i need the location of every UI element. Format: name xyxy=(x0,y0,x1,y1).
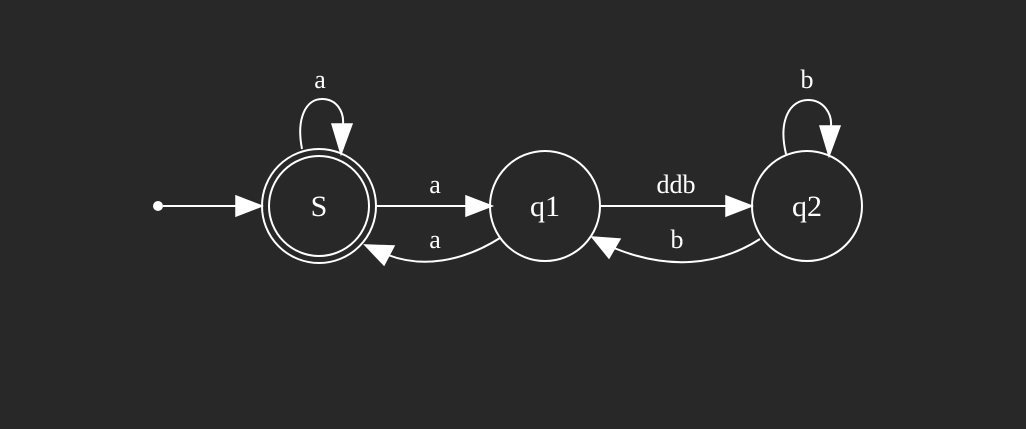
transition-s-loop: a xyxy=(299,65,354,157)
transition-q2-q1-line xyxy=(613,238,761,264)
transition-q1-s-line xyxy=(387,237,501,263)
state-s: S xyxy=(261,148,377,264)
state-s-label: S xyxy=(311,190,328,223)
transition-q2-q1: b xyxy=(590,225,761,264)
start-transition xyxy=(153,194,265,218)
transition-q2-q1-label: b xyxy=(671,225,684,254)
start-arrowhead xyxy=(235,194,265,218)
transition-s-loop-arrowhead xyxy=(330,123,354,157)
transition-q1-s-arrowhead xyxy=(363,244,396,267)
transition-q2-loop-line xyxy=(782,98,833,155)
transition-s-q1: a xyxy=(377,170,495,218)
transition-q2-loop-arrowhead xyxy=(818,125,842,159)
state-q2-label: q2 xyxy=(792,190,822,223)
state-q1: q1 xyxy=(489,150,601,262)
start-point xyxy=(153,201,163,211)
transition-s-loop-label: a xyxy=(314,65,326,94)
state-q2: q2 xyxy=(751,150,863,262)
transition-q1-q2: ddb xyxy=(600,170,755,218)
transition-q2-loop: b xyxy=(782,65,842,159)
transition-q1-s: a xyxy=(363,225,501,267)
state-q1-label: q1 xyxy=(530,190,560,223)
state-s-outer-circle xyxy=(261,148,377,264)
transition-s-q1-label: a xyxy=(429,170,441,199)
transition-q1-q2-arrowhead xyxy=(725,194,755,218)
transition-s-loop-line xyxy=(299,97,345,150)
transition-q2-loop-label: b xyxy=(801,65,814,94)
transition-q1-s-label: a xyxy=(429,225,441,254)
transition-q2-q1-arrowhead xyxy=(590,236,622,260)
state-s-inner-circle xyxy=(268,155,370,257)
transition-q1-q2-label: ddb xyxy=(657,170,696,199)
transition-s-q1-arrowhead xyxy=(465,194,495,218)
